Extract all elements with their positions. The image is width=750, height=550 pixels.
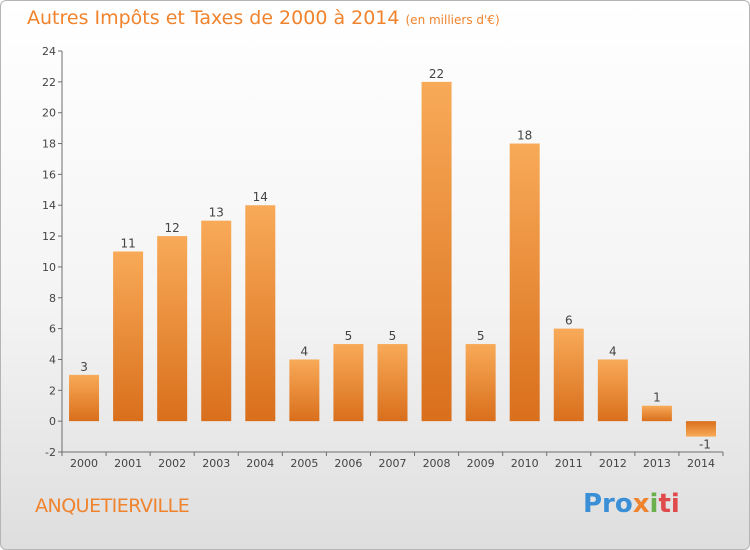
value-label: 22 [429, 67, 444, 81]
value-label: 6 [565, 314, 573, 328]
x-tick-label: 2005 [290, 457, 318, 470]
commune-name: ANQUETIERVILLE [35, 495, 190, 517]
value-label: 11 [120, 237, 135, 251]
value-label: 5 [389, 329, 397, 343]
x-tick-label: 2008 [423, 457, 451, 470]
x-tick-label: 2003 [202, 457, 230, 470]
y-tick-label: 0 [49, 415, 56, 428]
bar-2012 [597, 359, 628, 422]
logo-part-3: i [649, 489, 659, 519]
y-tick-label: 18 [42, 138, 56, 151]
y-tick-label: 14 [42, 199, 56, 212]
bar-2002 [157, 236, 188, 422]
y-tick-label: 2 [49, 384, 56, 397]
value-label: 12 [165, 221, 180, 235]
bar-2006 [333, 344, 364, 422]
value-label: 1 [653, 391, 661, 405]
x-tick-label: 2000 [70, 457, 98, 470]
value-label: 4 [609, 344, 617, 358]
x-tick-label: 2002 [158, 457, 186, 470]
bar-2008 [421, 81, 452, 422]
x-tick-label: 2007 [379, 457, 407, 470]
x-tick-label: 2014 [687, 457, 715, 470]
bar-2005 [289, 359, 320, 422]
y-tick-label: 22 [42, 76, 56, 89]
bar-2004 [245, 205, 276, 422]
value-label: 14 [253, 190, 268, 204]
logo-part-1: Pro [583, 489, 633, 519]
x-tick-label: 2010 [511, 457, 539, 470]
value-label: 5 [345, 329, 353, 343]
bar-2009 [465, 344, 496, 422]
y-tick-label: -2 [45, 446, 56, 459]
x-tick-label: 2013 [643, 457, 671, 470]
value-label: 4 [301, 344, 309, 358]
value-label: 13 [209, 206, 224, 220]
bar-2011 [553, 328, 584, 422]
y-tick-label: 8 [49, 292, 56, 305]
y-tick-label: 12 [42, 230, 56, 243]
bar-2001 [113, 251, 144, 422]
chart-unit: (en milliers d'€) [405, 13, 500, 27]
y-tick-label: 24 [42, 45, 56, 58]
value-label: 18 [517, 129, 532, 143]
bar-2003 [201, 220, 232, 422]
x-tick-label: 2009 [467, 457, 495, 470]
chart-title-text: Autres Impôts et Taxes de 2000 à 2014 [27, 7, 400, 29]
proxiti-logo: Proxiti [583, 489, 680, 519]
value-label: -1 [699, 438, 711, 452]
x-tick-label: 2004 [246, 457, 274, 470]
y-tick-label: 20 [42, 107, 56, 120]
x-tick-label: 2012 [599, 457, 627, 470]
bar-2013 [641, 405, 672, 422]
y-tick-label: 10 [42, 261, 56, 274]
y-tick-label: 16 [42, 168, 56, 181]
y-tick-label: 6 [49, 323, 56, 336]
x-tick-label: 2011 [555, 457, 583, 470]
bar-2000 [69, 374, 100, 422]
y-tick-label: 4 [49, 353, 56, 366]
bar-2014 [685, 421, 716, 437]
value-label: 3 [80, 360, 88, 374]
value-label: 5 [477, 329, 485, 343]
logo-part-2: x [632, 489, 650, 519]
x-tick-label: 2006 [334, 457, 362, 470]
chart-title: Autres Impôts et Taxes de 2000 à 2014 (en… [27, 7, 500, 29]
bar-2010 [509, 143, 540, 422]
bar-2007 [377, 344, 408, 422]
x-tick-label: 2001 [114, 457, 142, 470]
logo-part-4: ti [658, 489, 680, 519]
